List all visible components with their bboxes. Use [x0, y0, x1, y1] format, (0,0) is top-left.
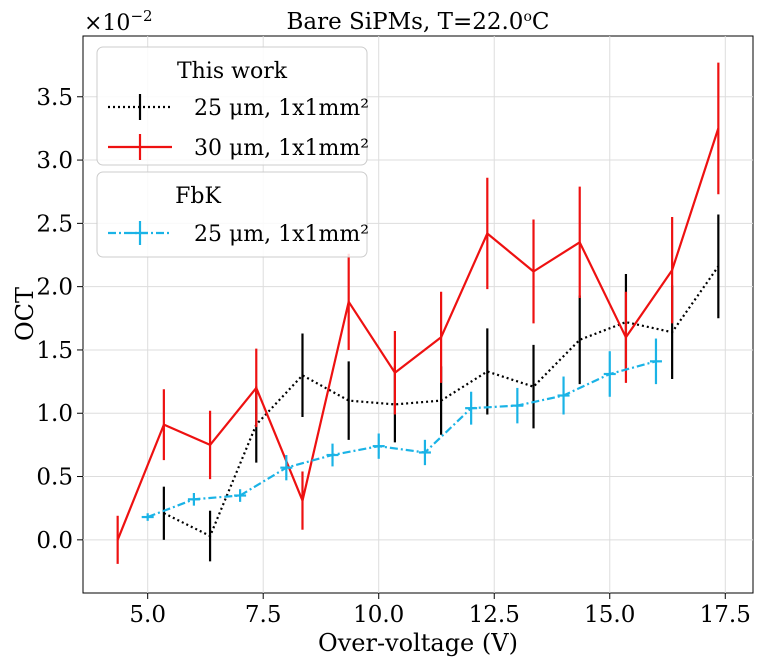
title-superscript: o	[523, 9, 531, 25]
series-line	[147, 360, 657, 519]
series-layer	[116, 62, 720, 564]
y-tick-label: 1.0	[36, 401, 73, 427]
x-tick-label: 17.5	[700, 602, 751, 628]
legend-label: 25 μm, 1x1mm²	[194, 222, 369, 247]
y-tick-label: 0.5	[36, 465, 73, 491]
legend-label: 25 μm, 1x1mm²	[194, 96, 369, 121]
axis-ticks: 5.0 7.5 10.0 12.5 15.0 17.5 0.0 0.5 1.0 1.5 2.0 2.5…	[36, 85, 750, 628]
y-tick-label: 3.5	[36, 85, 73, 111]
x-tick-label: 5.0	[129, 602, 166, 628]
y-tick-label: 3.0	[36, 148, 73, 174]
legend-box	[96, 171, 368, 258]
legend-swatch-fbk-25	[108, 221, 172, 245]
legend-swatch-this-30	[108, 134, 172, 160]
y-tick-label: 0.0	[36, 528, 73, 554]
legend-label: 30 μm, 1x1mm²	[194, 136, 369, 161]
y-tick-label: 2.5	[36, 211, 73, 237]
legend-fbk: FbK 25 μm, 1x1mm²	[96, 171, 369, 258]
series-line	[116, 128, 720, 541]
legend-this-work: This work 25 μm, 1x1mm² 30 μm, 1x1mm²	[96, 46, 369, 166]
offset-text: ×10−2	[84, 7, 153, 36]
chart-title: Bare SiPMs, T=22.0oC	[287, 9, 550, 35]
legend-box	[96, 46, 368, 166]
x-axis-label: Over-voltage (V)	[318, 629, 518, 657]
legend-title: This work	[177, 59, 288, 84]
x-tick-label: 7.5	[245, 602, 282, 628]
x-tick-label: 12.5	[469, 602, 520, 628]
x-tick-label: 10.0	[353, 602, 404, 628]
legend-swatch-this-25	[108, 94, 172, 120]
x-tick-label: 15.0	[584, 602, 635, 628]
legend-title: FbK	[175, 184, 221, 209]
series-fbk_25	[141, 338, 662, 521]
y-tick-label: 1.5	[36, 338, 73, 364]
y-tick-label: 2.0	[36, 275, 73, 301]
y-axis-label: OCT	[11, 287, 39, 341]
series-this_30	[116, 62, 720, 564]
